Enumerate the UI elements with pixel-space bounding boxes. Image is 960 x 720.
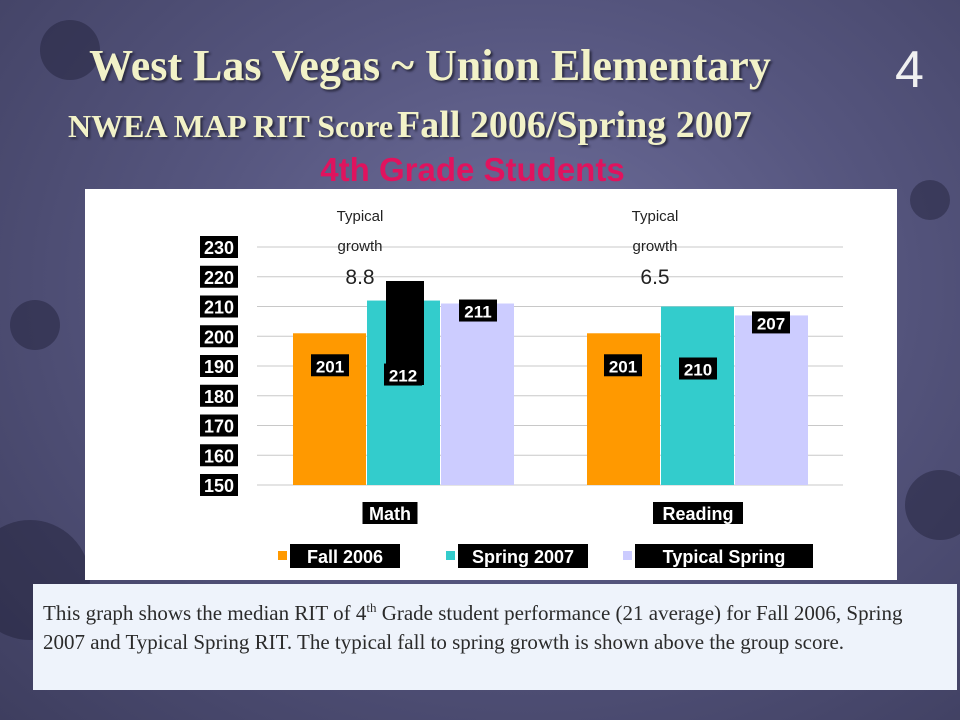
legend-label: Fall 2006 (307, 547, 383, 567)
background-bubble (10, 300, 60, 350)
legend-swatch (623, 551, 632, 560)
data-label: 201 (609, 357, 637, 376)
y-tick-label: 180 (204, 387, 234, 407)
data-label-box (311, 354, 349, 377)
data-label-box (679, 357, 717, 380)
background-bubble (905, 470, 960, 540)
caption-part2: Grade student performance (21 average) f… (43, 601, 903, 654)
chart-panel: 230 220 210 200 190 180 170 160 150 201 212 211 201 2… (85, 189, 897, 580)
legend-label-box (635, 544, 813, 568)
background-bubble (910, 180, 950, 220)
y-tick-label: 210 (204, 298, 234, 318)
category-label-box (653, 502, 743, 524)
data-label: 207 (757, 314, 785, 333)
annotation-label: growth (632, 238, 677, 255)
y-tick-box (200, 355, 238, 377)
slide-number: 4 (895, 41, 924, 99)
annotation-value: 8.8 (345, 266, 374, 289)
bar-chart: 230 220 210 200 190 180 170 160 150 201 212 211 201 2… (200, 208, 843, 568)
category-label: Reading (662, 504, 733, 524)
y-tick-box (200, 384, 238, 407)
annotation-value: 6.5 (640, 266, 669, 289)
slide-title-line2: NWEA MAP RIT Score Fall 2006/Spring 2007 (68, 103, 752, 147)
y-tick-box (200, 236, 238, 258)
data-label-box (752, 311, 790, 334)
legend-label: Spring 2007 (472, 547, 574, 567)
y-tick-box (200, 414, 238, 437)
caption-part1: This graph shows the median RIT of 4 (43, 601, 367, 625)
caption-superscript: th (366, 600, 377, 615)
category-label-box (362, 502, 418, 524)
annotation-label: Typical (632, 208, 679, 225)
bar (661, 306, 734, 485)
category-label: Math (369, 504, 411, 524)
y-tick-box (200, 444, 238, 467)
background-bubble (40, 20, 100, 80)
y-tick-box (200, 265, 238, 288)
y-tick-label: 170 (204, 417, 234, 437)
annotation-label: growth (337, 238, 382, 255)
title-line2-part2: Fall 2006/Spring 2007 (397, 104, 752, 146)
legend-swatch (278, 551, 287, 560)
title-line2-part1: NWEA MAP RIT Score (68, 108, 394, 144)
data-label-box (604, 354, 642, 377)
y-tick-box (200, 474, 238, 496)
slide-title: West Las Vegas ~ Union Elementary (89, 41, 771, 90)
bar (735, 315, 808, 485)
slide-subtitle: 4th Grade Students (320, 151, 625, 188)
legend-label-box (458, 544, 588, 568)
y-tick-label: 190 (204, 357, 234, 377)
legend-swatch (446, 551, 455, 560)
data-label-box (384, 363, 422, 386)
bar (441, 303, 514, 485)
data-label: 201 (316, 357, 344, 376)
y-tick-label: 220 (204, 268, 234, 288)
chart-caption: This graph shows the median RIT of 4th G… (33, 584, 957, 690)
legend-label-box (290, 544, 400, 568)
data-label-box (459, 299, 497, 322)
legend-label: Typical Spring (663, 547, 786, 567)
y-tick-box (200, 295, 238, 318)
data-label: 210 (684, 361, 712, 380)
y-tick-label: 200 (204, 327, 234, 347)
y-tick-label: 150 (204, 476, 234, 496)
y-tick-label: 230 (204, 238, 234, 258)
y-tick-box (200, 325, 238, 348)
annotation-label: Typical (337, 208, 384, 225)
data-label: 212 (389, 367, 417, 386)
y-tick-label: 160 (204, 446, 234, 466)
data-label: 211 (464, 303, 491, 322)
